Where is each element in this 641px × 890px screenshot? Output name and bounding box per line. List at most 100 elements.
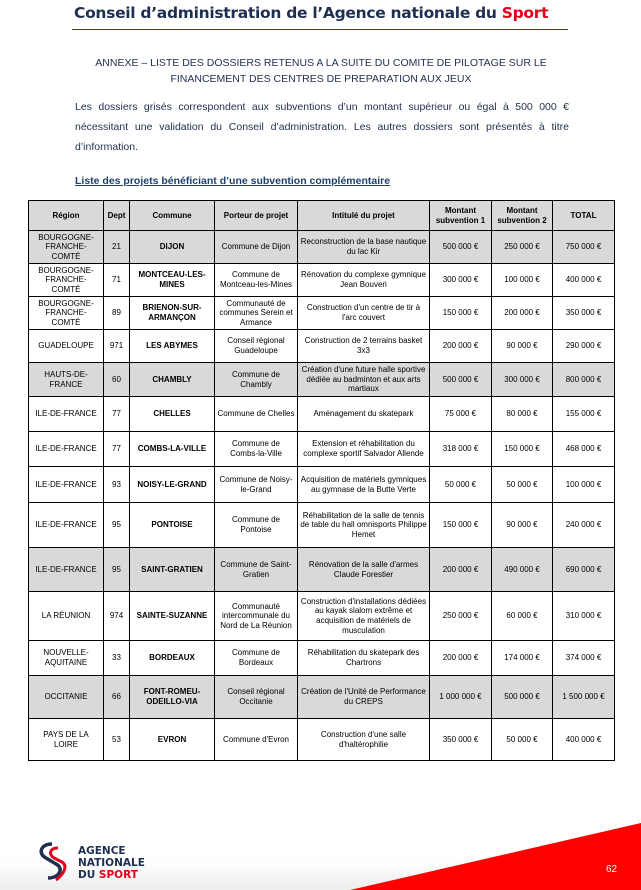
section-title: Liste des projets bénéficiant d’une subv…	[75, 175, 391, 187]
cell-commune: CHAMBLY	[129, 362, 215, 397]
table-row: ILE-DE-FRANCE 77 CHELLES Commune de Chelles…	[28, 396, 615, 432]
cell-porteur: Commune de Bordeaux	[214, 640, 298, 676]
header-title-highlight: Sport	[501, 4, 549, 22]
cell-m1: 75 000 €	[429, 396, 492, 432]
cell-total: 350 000 €	[552, 296, 615, 330]
column-header: Commune	[129, 200, 215, 231]
cell-dept: 66	[103, 675, 130, 719]
column-header: Montant subvention 2	[491, 200, 553, 231]
cell-intitule: Reconstruction de la base nautique du la…	[297, 230, 430, 264]
cell-intitule: Création d'une future halle sportive déd…	[297, 362, 430, 397]
cell-m1: 200 000 €	[429, 640, 492, 676]
projects-table: Région Dept Commune Porteur de projet Intitu…	[28, 200, 615, 761]
agence-logo-icon	[39, 842, 67, 882]
cell-m2: 500 000 €	[491, 675, 553, 719]
annex-title: ANNEXE – LISTE DES DOSSIERS RETENUS A LA…	[95, 57, 547, 85]
page-header-title: Conseil d’administration de l’Agence nat…	[74, 4, 549, 22]
column-header: Porteur de projet	[214, 200, 298, 231]
column-header: Dept	[103, 200, 130, 231]
logo-line: AGENCE	[78, 845, 126, 857]
cell-commune: PONTOISE	[129, 502, 215, 548]
cell-m1: 500 000 €	[429, 362, 492, 397]
cell-m1: 150 000 €	[429, 296, 492, 330]
cell-commune: BORDEAUX	[129, 640, 215, 676]
cell-intitule: Réhabilitation de la salle de tennis de …	[297, 502, 430, 548]
table-row: NOUVELLE-AQUITAINE 33 BORDEAUX Commune de B…	[28, 640, 615, 676]
cell-commune: SAINT-GRATIEN	[129, 547, 215, 592]
column-header: TOTAL	[552, 200, 615, 231]
cell-commune: DIJON	[129, 230, 215, 264]
logo-line: NATIONALE	[78, 857, 145, 869]
cell-region: OCCITANIE	[28, 675, 104, 719]
table-row: ILE-DE-FRANCE 95 PONTOISE Commune de Pontoi…	[28, 502, 615, 548]
cell-m2: 90 000 €	[491, 502, 553, 548]
cell-commune: EVRON	[129, 718, 215, 761]
cell-intitule: Construction d'un centre de tir à l'arc …	[297, 296, 430, 330]
cell-m2: 490 000 €	[491, 547, 553, 592]
agence-logo-text: AGENCE NATIONALE DU SPORT	[78, 845, 145, 881]
cell-intitule: Aménagement du skatepark	[297, 396, 430, 432]
logo-line: DU	[78, 869, 99, 881]
cell-dept: 974	[103, 591, 130, 641]
column-header: Intitulé du projet	[297, 200, 430, 231]
cell-total: 750 000 €	[552, 230, 615, 264]
table-row: ILE-DE-FRANCE 93 NOISY-LE-GRAND Commune de …	[28, 466, 615, 503]
cell-intitule: Rénovation du complexe gymnique Jean Bou…	[297, 263, 430, 297]
cell-intitule: Extension et réhabilitation du complexe …	[297, 431, 430, 467]
cell-porteur: Communauté intercommunale du Nord de La …	[214, 591, 298, 641]
cell-m2: 300 000 €	[491, 362, 553, 397]
table-row: ILE-DE-FRANCE 77 COMBS-LA-VILLE Commune de …	[28, 431, 615, 467]
cell-dept: 53	[103, 718, 130, 761]
cell-m2: 50 000 €	[491, 466, 553, 503]
cell-total: 374 000 €	[552, 640, 615, 676]
cell-dept: 95	[103, 547, 130, 592]
logo-highlight: SPORT	[98, 869, 138, 881]
table-row: BOURGOGNE-FRANCHE-COMTÉ 71 MONTCEAU-LES-MI…	[28, 263, 615, 297]
cell-m2: 200 000 €	[491, 296, 553, 330]
cell-porteur: Communauté de communes Serein et Armance	[214, 296, 298, 330]
table-row: OCCITANIE 66 FONT-ROMEU-ODEILLO-VIA Conseil…	[28, 675, 615, 719]
cell-porteur: Commune d'Evron	[214, 718, 298, 761]
header-divider	[72, 29, 568, 30]
cell-total: 100 000 €	[552, 466, 615, 503]
cell-total: 155 000 €	[552, 396, 615, 432]
cell-m2: 250 000 €	[491, 230, 553, 264]
cell-intitule: Construction d'installations dédiées au …	[297, 591, 430, 641]
cell-intitule: Création de l'Unité de Performance du CR…	[297, 675, 430, 719]
cell-porteur: Conseil régional Occitanie	[214, 675, 298, 719]
table-row: LA RÉUNION 974 SAINTE-SUZANNE Communauté in…	[28, 591, 615, 641]
cell-intitule: Construction d'une salle d'haltérophilie	[297, 718, 430, 761]
intro-paragraph: Les dossiers grisés correspondent aux su…	[75, 101, 569, 153]
cell-total: 310 000 €	[552, 591, 615, 641]
cell-region: BOURGOGNE-FRANCHE-COMTÉ	[28, 230, 104, 264]
cell-m1: 200 000 €	[429, 547, 492, 592]
cell-commune: LES ABYMES	[129, 329, 215, 363]
cell-m1: 1 000 000 €	[429, 675, 492, 719]
cell-porteur: Commune de Chambly	[214, 362, 298, 397]
cell-dept: 93	[103, 466, 130, 503]
table-row: PAYS DE LA LOIRE 53 EVRON Commune d'Evron Co…	[28, 718, 615, 761]
table-row: ILE-DE-FRANCE 95 SAINT-GRATIEN Commune de S…	[28, 547, 615, 592]
cell-m1: 300 000 €	[429, 263, 492, 297]
cell-total: 1 500 000 €	[552, 675, 615, 719]
cell-total: 690 000 €	[552, 547, 615, 592]
table-header-row: Région Dept Commune Porteur de projet Intitu…	[28, 200, 615, 231]
cell-region: PAYS DE LA LOIRE	[28, 718, 104, 761]
cell-porteur: Commune de Noisy-le-Grand	[214, 466, 298, 503]
cell-commune: COMBS-LA-VILLE	[129, 431, 215, 467]
column-header: Montant subvention 1	[429, 200, 492, 231]
cell-region: LA RÉUNION	[28, 591, 104, 641]
cell-porteur: Commune de Saint-Gratien	[214, 547, 298, 592]
cell-total: 400 000 €	[552, 718, 615, 761]
cell-porteur: Conseil régional Guadeloupe	[214, 329, 298, 363]
cell-m1: 350 000 €	[429, 718, 492, 761]
table-row: HAUTS-DE-FRANCE 60 CHAMBLY Commune de Chamb…	[28, 362, 615, 397]
cell-m2: 50 000 €	[491, 718, 553, 761]
cell-dept: 60	[103, 362, 130, 397]
cell-intitule: Rénovation de la salle d'armes Claude Fo…	[297, 547, 430, 592]
cell-m1: 500 000 €	[429, 230, 492, 264]
cell-region: ILE-DE-FRANCE	[28, 466, 104, 503]
page-number: 62	[606, 864, 618, 875]
